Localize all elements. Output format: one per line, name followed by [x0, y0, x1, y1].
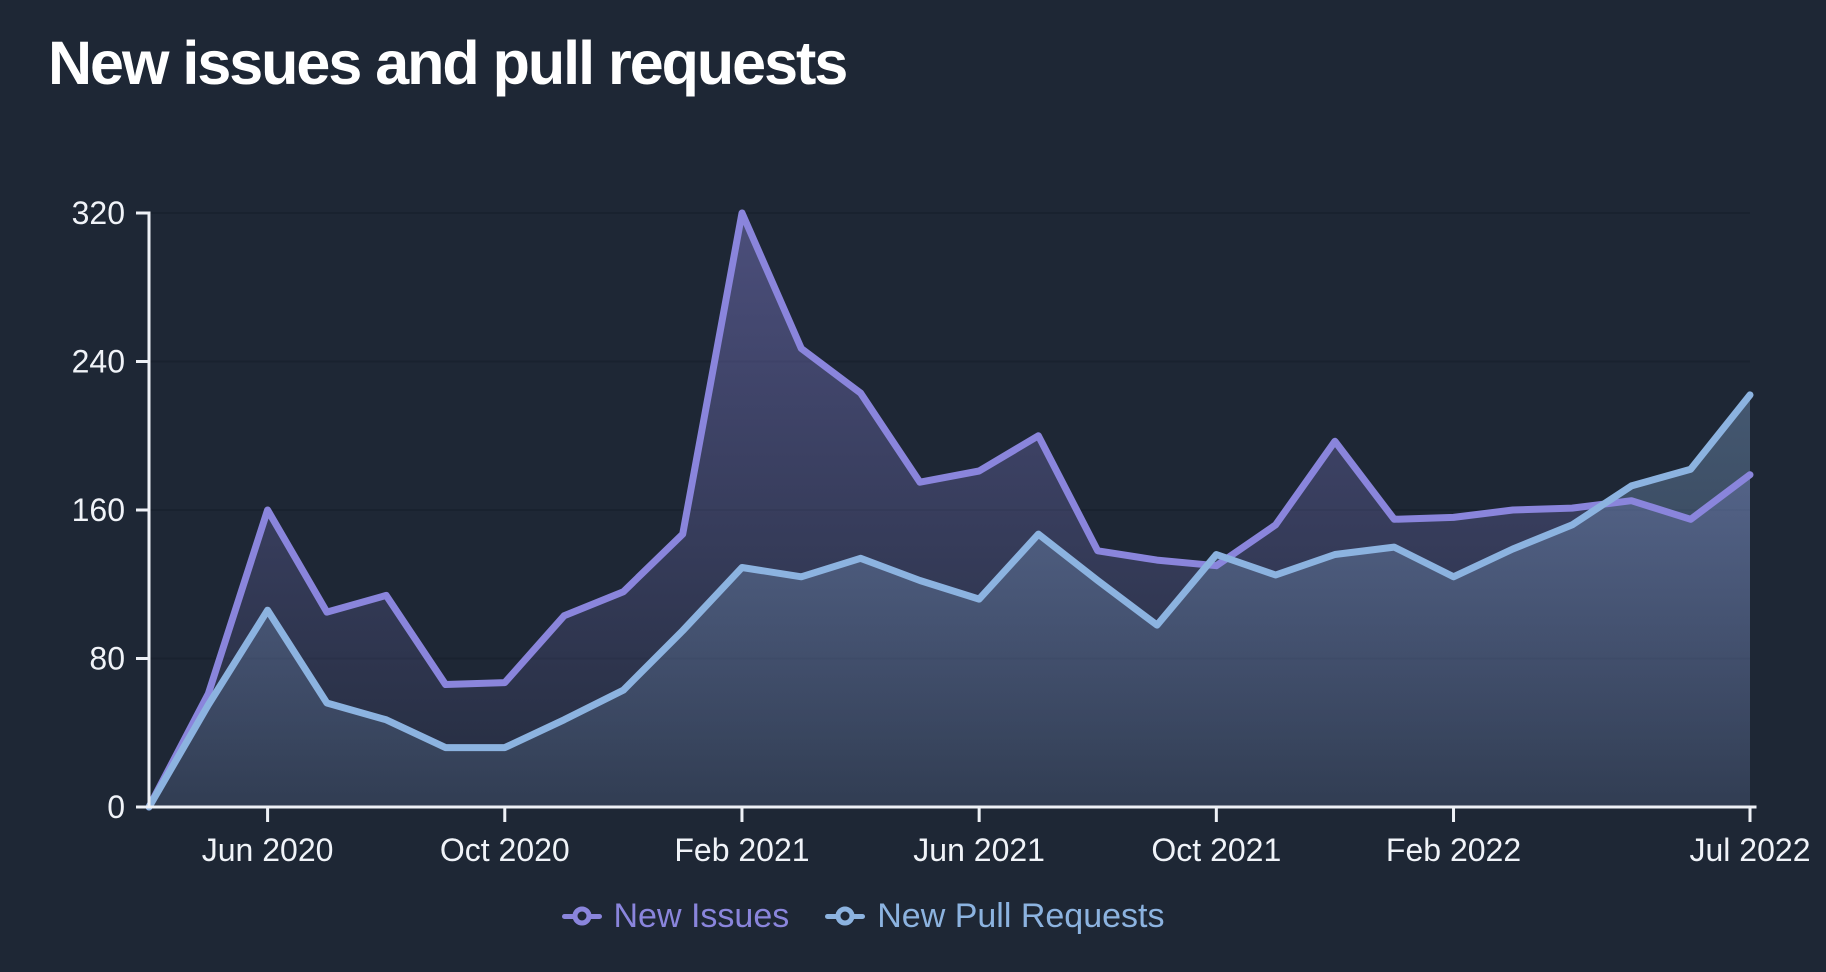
y-tick-label-80: 80: [89, 641, 125, 677]
legend-item-new-issues[interactable]: New Issues: [561, 896, 790, 936]
y-tick-label-0: 0: [107, 789, 125, 825]
y-tick-label-160: 160: [72, 492, 125, 528]
legend-label-new-pull-requests: New Pull Requests: [877, 896, 1165, 935]
x-tick-label-6: Jul 2022: [1690, 832, 1811, 868]
x-tick-label-4: Oct 2021: [1151, 832, 1281, 868]
new-issues-line: [145, 209, 1754, 811]
legend: New Issues New Pull Requests: [0, 886, 1826, 946]
legend-item-new-pull-requests[interactable]: New Pull Requests: [825, 897, 1164, 936]
page-title: New issues and pull requests: [48, 29, 848, 97]
legend-label-new-issues: New Issues: [613, 896, 790, 935]
line-circle-marker-icon: [561, 906, 602, 926]
line-circle-marker-icon: [825, 906, 866, 926]
new-pull-requests-area: [149, 394, 1750, 807]
y-tick-label-240: 240: [72, 344, 125, 380]
x-tick-label-0: Jun 2020: [202, 832, 334, 868]
new-pull-requests-line: [145, 391, 1754, 811]
x-tick-label-1: Oct 2020: [440, 832, 570, 868]
x-tick-label-5: Feb 2022: [1386, 832, 1521, 868]
x-tick-label-2: Feb 2021: [674, 832, 809, 868]
y-tick-label-320: 320: [72, 195, 125, 231]
x-tick-label-3: Jun 2021: [913, 832, 1045, 868]
